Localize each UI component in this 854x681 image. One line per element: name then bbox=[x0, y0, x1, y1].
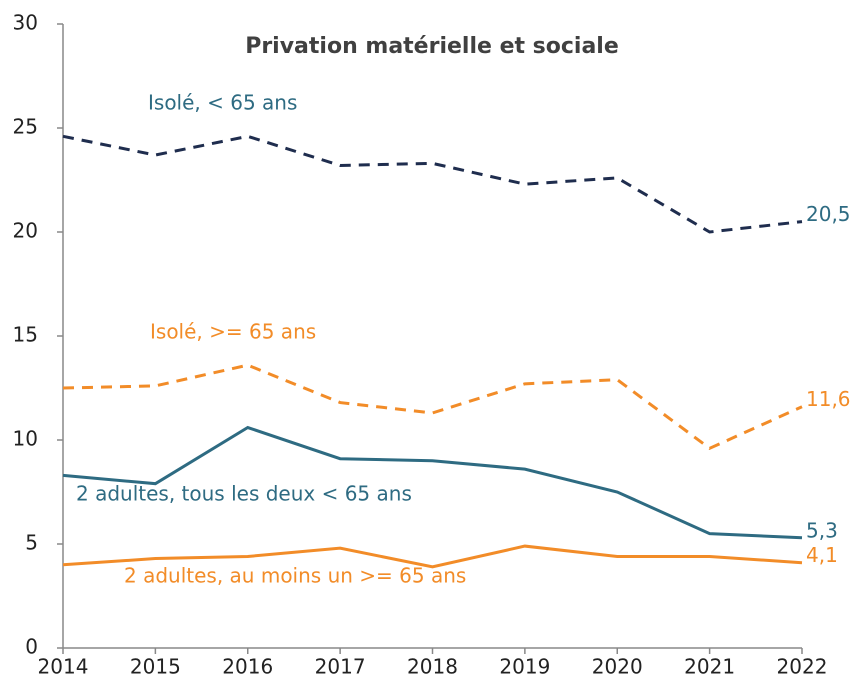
y-tick-label: 5 bbox=[25, 531, 38, 555]
series-name: Isolé, >= 65 ans bbox=[150, 320, 316, 344]
value-label: 4,1 bbox=[806, 543, 838, 567]
y-tick-label: 15 bbox=[13, 323, 38, 347]
value-label: 20,5 bbox=[806, 202, 851, 226]
x-tick-label: 2019 bbox=[499, 655, 550, 679]
x-tick-label: 2021 bbox=[684, 655, 735, 679]
y-tick-label: 30 bbox=[13, 11, 38, 35]
x-tick-label: 2020 bbox=[592, 655, 643, 679]
x-tick-label: 2017 bbox=[315, 655, 366, 679]
x-tick-label: 2018 bbox=[407, 655, 458, 679]
x-tick-label: 2014 bbox=[38, 655, 89, 679]
x-tick-label: 2016 bbox=[222, 655, 273, 679]
x-tick-label: 2015 bbox=[130, 655, 181, 679]
y-tick-label: 25 bbox=[13, 115, 38, 139]
series-line bbox=[62, 425, 803, 540]
series-line bbox=[62, 544, 803, 569]
y-tick-label: 20 bbox=[13, 219, 38, 243]
series-line bbox=[62, 134, 803, 234]
y-tick-label: 0 bbox=[25, 635, 38, 659]
value-label: 5,3 bbox=[806, 518, 838, 542]
series-name: 2 adultes, au moins un >= 65 ans bbox=[124, 564, 466, 588]
series-name: 2 adultes, tous les deux < 65 ans bbox=[76, 482, 412, 506]
chart-title: Privation matérielle et sociale bbox=[245, 34, 619, 59]
series-line bbox=[62, 363, 803, 451]
x-tick-label: 2022 bbox=[777, 655, 828, 679]
y-tick-label: 10 bbox=[13, 427, 38, 451]
series-name: Isolé, < 65 ans bbox=[148, 91, 297, 115]
value-label: 11,6 bbox=[806, 387, 851, 411]
